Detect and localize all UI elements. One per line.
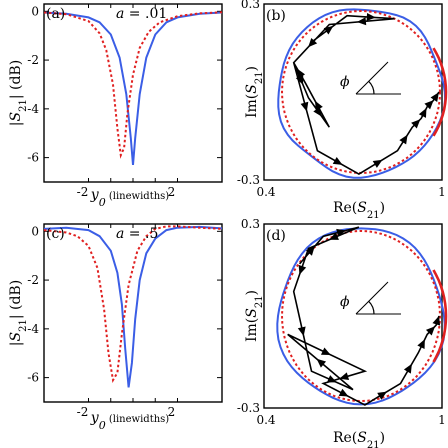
trajectory-arrow bbox=[403, 363, 412, 374]
panel-label: (c) bbox=[46, 226, 65, 242]
y-tick-label: 0.3 bbox=[241, 0, 260, 11]
panel-d: ϕ (d) 0.3 -0.30.4 1 Re(S21) Im(S21) bbox=[237, 217, 448, 448]
y-tick-label: -2 bbox=[27, 53, 39, 67]
resonance-arc-red bbox=[432, 47, 448, 137]
trajectory-arrow bbox=[338, 388, 349, 397]
y-axis-label: Im(S21) bbox=[244, 290, 265, 342]
y-axis-label: Im(S21) bbox=[244, 66, 265, 118]
trajectory-arrow bbox=[377, 391, 387, 400]
y-tick-label: -4 bbox=[27, 102, 39, 116]
y-axis-label: |S21| (dB) bbox=[8, 60, 29, 126]
circle-trace-blue bbox=[277, 8, 447, 179]
series-line-blue bbox=[43, 225, 223, 388]
trajectory-arrow bbox=[308, 37, 318, 48]
trajectory-arrow bbox=[424, 100, 434, 110]
x-tick-label: -2 bbox=[77, 185, 89, 199]
x-tick-label: 1 bbox=[438, 185, 446, 199]
x-axis-label: y0 (linewidths) bbox=[90, 410, 170, 432]
trajectory-arrow bbox=[329, 232, 339, 240]
trajectory-arrow bbox=[356, 17, 367, 26]
y-tick-label: -6 bbox=[27, 371, 39, 385]
series-line-blue bbox=[43, 11, 223, 165]
y-tick-label: 0 bbox=[31, 4, 39, 18]
x-axis-label: y0 (linewidths) bbox=[90, 187, 170, 209]
x-tick-label: 1 bbox=[438, 413, 446, 427]
y-tick-label: -0.3 bbox=[237, 173, 260, 187]
trajectory-arrow bbox=[411, 119, 421, 129]
y-tick-label: -6 bbox=[27, 151, 39, 165]
trajectory-arrow bbox=[372, 159, 383, 168]
circle-trace-red bbox=[280, 9, 441, 175]
trajectory-arrow bbox=[418, 108, 427, 118]
x-tick-label: 0.4 bbox=[256, 413, 275, 427]
panel-c: 0 -2 -4 -6 -2 2 (c) a = .5 y0 (linewidths) |S21| … bbox=[8, 223, 223, 432]
trajectory-arrow bbox=[300, 101, 309, 112]
trajectory-arrow bbox=[432, 315, 441, 326]
y-tick-label: -2 bbox=[27, 273, 39, 287]
phi-label: ϕ bbox=[340, 294, 350, 310]
panel-a: 0 -2 -4 -6 -2 2 (a) a = .01 y0 (linewidths) |S21|… bbox=[8, 3, 223, 209]
trajectory-arrow bbox=[315, 100, 323, 111]
plot-frame bbox=[263, 223, 443, 409]
trajectory-arrow bbox=[425, 326, 436, 336]
angle-ray-diagonal bbox=[355, 61, 389, 95]
trajectory-arrow bbox=[430, 92, 439, 102]
x-axis-label: Re(S21) bbox=[333, 430, 385, 448]
y-tick-label: -0.3 bbox=[237, 401, 260, 415]
trajectory-arrow bbox=[313, 106, 322, 117]
trajectory-arrow bbox=[295, 75, 304, 85]
x-tick-label: 2 bbox=[168, 405, 176, 419]
angle-ray-diagonal bbox=[355, 281, 389, 315]
trajectory-arrow bbox=[305, 246, 315, 256]
plot-frame bbox=[263, 3, 443, 181]
trajectory-arrow bbox=[297, 68, 306, 79]
y-tick-label: 0.3 bbox=[241, 217, 260, 231]
angle-arc bbox=[368, 300, 375, 315]
circle-trace-red bbox=[280, 229, 441, 403]
trajectory-arrow bbox=[399, 134, 408, 145]
annotation: a = .01 bbox=[116, 6, 167, 22]
annotation: a = .5 bbox=[116, 226, 158, 242]
trajectory-arrow bbox=[298, 264, 307, 275]
trajectory-arrow bbox=[323, 25, 334, 35]
resonance-arc-red bbox=[432, 269, 448, 363]
trajectory-arrow bbox=[339, 372, 350, 380]
y-tick-label: -4 bbox=[27, 322, 39, 336]
plot-frame bbox=[43, 223, 223, 403]
trajectory-arrow bbox=[417, 339, 425, 349]
y-tick-label: 0 bbox=[31, 224, 39, 238]
trajectory-arrow bbox=[366, 12, 376, 21]
trajectory-arrow bbox=[316, 358, 327, 368]
panel-label: (b) bbox=[266, 8, 286, 24]
x-tick-label: 0.4 bbox=[256, 185, 275, 199]
x-tick-label: 2 bbox=[168, 185, 176, 199]
panel-b: ϕ (b) 0.3 -0.30.4 1 Re(S21) Im(S21) bbox=[237, 0, 448, 221]
trajectory-arrow bbox=[320, 347, 331, 355]
trajectory-arrow bbox=[326, 375, 337, 383]
trajectory-arrow bbox=[332, 156, 343, 165]
trajectory-line bbox=[292, 14, 440, 176]
x-tick-label: -2 bbox=[77, 405, 89, 419]
trajectory-arrow bbox=[297, 326, 306, 337]
angle-arc bbox=[368, 80, 375, 95]
phi-label: ϕ bbox=[340, 74, 350, 90]
series-line-red bbox=[43, 225, 223, 383]
circle-trace-blue bbox=[276, 227, 446, 406]
panel-label: (d) bbox=[266, 228, 286, 244]
series-line-red bbox=[43, 11, 223, 159]
panel-label: (a) bbox=[46, 6, 65, 22]
x-axis-label: Re(S21) bbox=[333, 200, 385, 221]
y-axis-label: |S21| (dB) bbox=[8, 280, 29, 346]
trajectory-arrow bbox=[336, 228, 346, 237]
